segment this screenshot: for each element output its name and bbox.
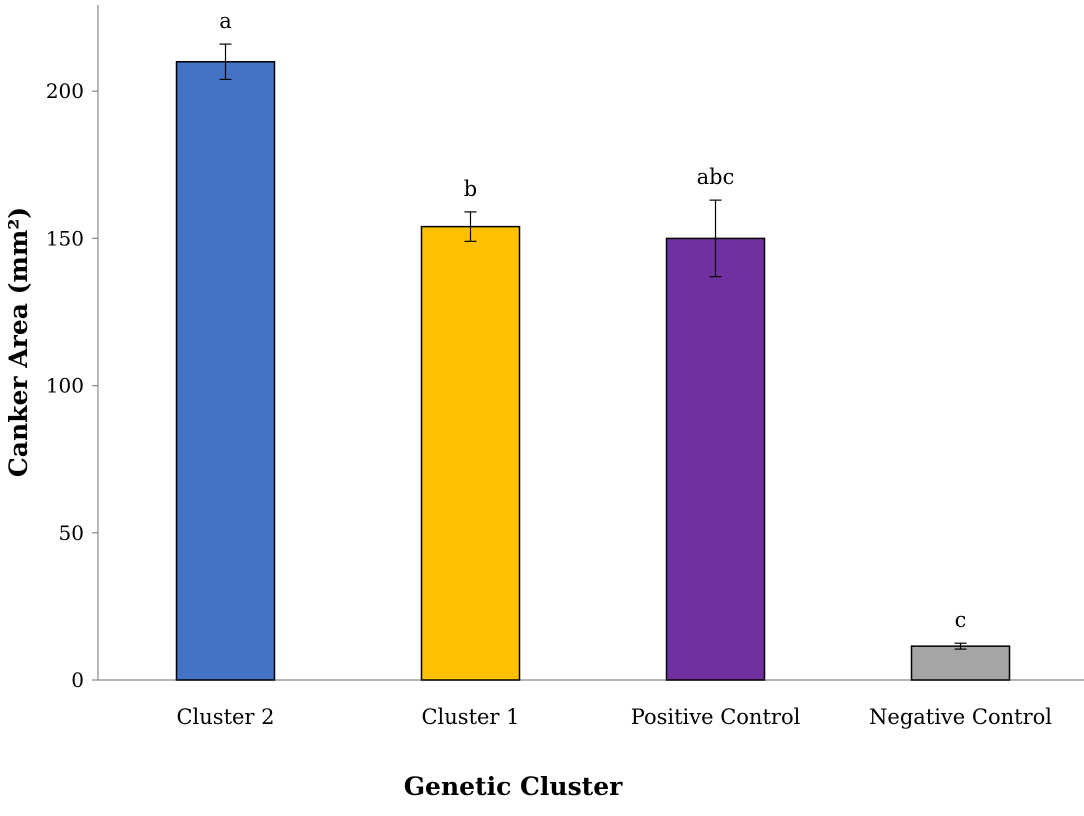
bar-cluster-2 [175, 61, 276, 681]
error-bars [219, 43, 967, 650]
significance-letter: b [464, 177, 477, 201]
significance-letter: c [955, 608, 967, 632]
y-axis-title: Canker Area (mm²) [4, 207, 33, 477]
y-tick-label: 200 [46, 79, 84, 103]
y-tick-label: 50 [59, 521, 84, 545]
bars [175, 61, 1011, 681]
bar-negative-control [910, 645, 1011, 681]
y-tick-label: 150 [46, 226, 84, 250]
x-axis-title: Genetic Cluster [404, 772, 623, 801]
x-tick-label: Cluster 2 [176, 705, 274, 729]
significance-letter: a [219, 9, 232, 33]
x-tick-label: Positive Control [631, 705, 801, 729]
y-tick-label: 100 [46, 374, 84, 398]
bar-cluster-1 [420, 225, 521, 681]
y-tick-label: 0 [71, 668, 84, 692]
x-tick-label: Cluster 1 [421, 705, 519, 729]
y-axis-ticks: 0 50 100 150 200 [46, 79, 98, 692]
x-tick-label: Negative Control [869, 705, 1052, 729]
x-axis-tick-labels: Cluster 2 Cluster 1 Positive Control Negati… [176, 705, 1052, 729]
significance-letter: abc [697, 165, 735, 189]
bar-positive-control [665, 237, 766, 681]
significance-letters: a b abc c [219, 9, 966, 632]
